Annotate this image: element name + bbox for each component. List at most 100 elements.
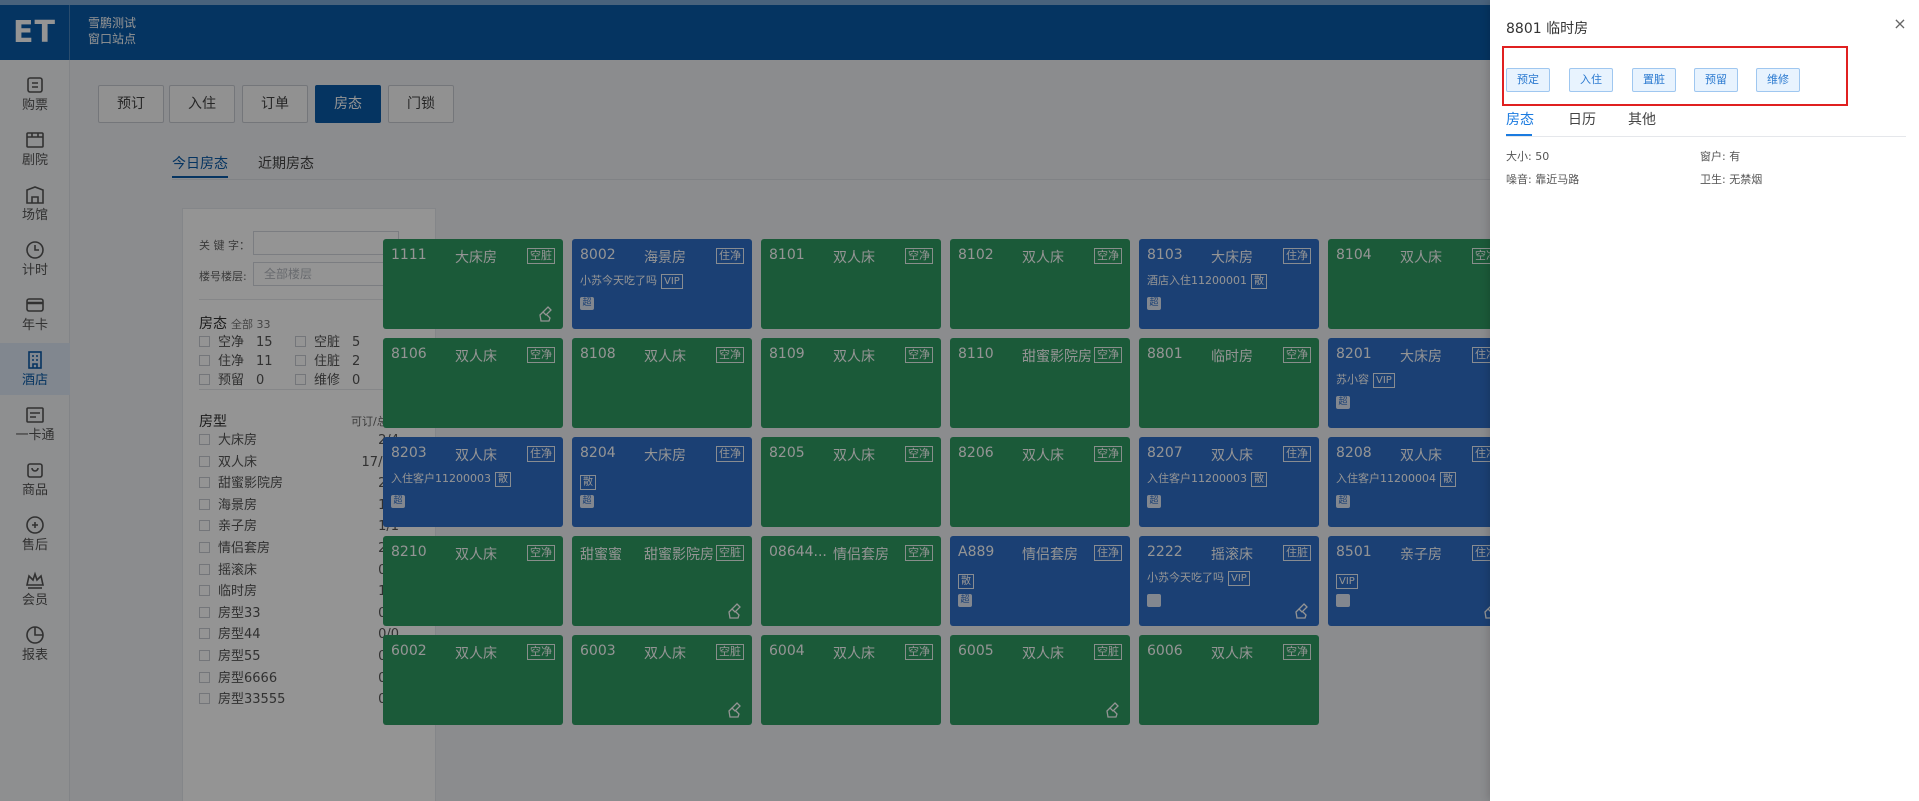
- action-button-4[interactable]: 维修: [1756, 68, 1800, 92]
- status-checkbox[interactable]: 空净 15: [199, 335, 273, 351]
- room-card[interactable]: 8206 双人床 空净: [950, 437, 1130, 527]
- room-card[interactable]: 8203 双人床 住净 入住客户11200003 散超: [383, 437, 563, 527]
- room-card[interactable]: 8204 大床房 住净散超: [572, 437, 752, 527]
- checkbox-box[interactable]: [295, 355, 306, 366]
- checkbox-box[interactable]: [199, 606, 210, 618]
- room-card[interactable]: A889 情侣套房 住净散超: [950, 536, 1130, 626]
- room-card[interactable]: 1111 大床房 空脏: [383, 239, 563, 329]
- guest-info: 小苏今天吃了吗 VIP: [1147, 569, 1250, 586]
- status-checkbox[interactable]: 住脏 2: [295, 354, 360, 370]
- sidebar-item-7[interactable]: 商品: [0, 453, 70, 505]
- checkbox-box[interactable]: [199, 355, 210, 366]
- room-card[interactable]: 8108 双人床 空净: [572, 338, 752, 428]
- room-card[interactable]: 8109 双人床 空净: [761, 338, 941, 428]
- room-card[interactable]: 8101 双人床 空净: [761, 239, 941, 329]
- room-type: 双人床: [644, 349, 686, 365]
- room-card[interactable]: 8106 双人床 空净: [383, 338, 563, 428]
- room-card[interactable]: 8801 临时房 空净: [1139, 338, 1319, 428]
- sidebar-item-0[interactable]: 购票: [0, 68, 70, 120]
- close-icon[interactable]: ×: [1893, 14, 1907, 33]
- venue-icon: [24, 184, 46, 206]
- checkbox-box[interactable]: [199, 585, 210, 597]
- drawer-tab-other[interactable]: 其他: [1628, 112, 1656, 128]
- room-card[interactable]: 8501 亲子房 住净 VIP: [1328, 536, 1508, 626]
- guest-name: 入住客户11200003: [391, 472, 491, 485]
- tab-recent[interactable]: 近期房态: [258, 156, 314, 172]
- status-badge: 空净: [1283, 644, 1311, 660]
- status-badge: 空脏: [1094, 644, 1122, 660]
- room-card[interactable]: 6003 双人床 空脏: [572, 635, 752, 725]
- floor-select[interactable]: 全部楼层 ⌄: [253, 262, 399, 286]
- guest-tag: 散: [495, 472, 511, 487]
- room-card[interactable]: 8207 双人床 住净 入住客户11200003 散超: [1139, 437, 1319, 527]
- status-badge: 住净: [1094, 545, 1122, 561]
- modal-overlay[interactable]: [0, 0, 1490, 801]
- room-card[interactable]: 8103 大床房 住净 酒店入住11200001 散超: [1139, 239, 1319, 329]
- room-card[interactable]: 2222 摇滚床 住脏 小苏今天吃了吗 VIP: [1139, 536, 1319, 626]
- shopping-bag-icon: [24, 459, 46, 481]
- floor-label: 楼号楼层:: [199, 270, 247, 283]
- toolbar-button-1[interactable]: 入住: [169, 85, 235, 123]
- sidebar-item-3[interactable]: 计时: [0, 233, 70, 285]
- drawer-tab-calendar[interactable]: 日历: [1568, 112, 1596, 128]
- status-checkbox[interactable]: 空脏 5: [295, 335, 360, 351]
- room-card[interactable]: 8102 双人床 空净: [950, 239, 1130, 329]
- checkbox-box[interactable]: [199, 336, 210, 347]
- checkbox-box[interactable]: [295, 374, 306, 385]
- checkbox-box[interactable]: [199, 520, 210, 532]
- checkbox-box[interactable]: [199, 563, 210, 575]
- toolbar-button-4[interactable]: 门锁: [388, 85, 454, 123]
- channel-badge: [1147, 594, 1161, 607]
- sidebar-item-1[interactable]: 剧院: [0, 123, 70, 175]
- checkbox-box[interactable]: [295, 336, 306, 347]
- room-card[interactable]: 6006 双人床 空净: [1139, 635, 1319, 725]
- toolbar-button-0[interactable]: 预订: [98, 85, 164, 123]
- sidebar-item-6[interactable]: 一卡通: [0, 398, 70, 450]
- status-checkbox[interactable]: 预留 0: [199, 373, 264, 389]
- room-number: 8110: [958, 346, 994, 362]
- room-card[interactable]: 6002 双人床 空净: [383, 635, 563, 725]
- room-card[interactable]: 8210 双人床 空净: [383, 536, 563, 626]
- checkbox-box[interactable]: [199, 477, 210, 489]
- sidebar-item-2[interactable]: 场馆: [0, 178, 70, 230]
- checkbox-box[interactable]: [199, 671, 210, 683]
- guest-tag: VIP: [1228, 571, 1250, 586]
- checkbox-box[interactable]: [199, 455, 210, 467]
- toolbar-button-3[interactable]: 房态: [315, 85, 381, 123]
- room-card[interactable]: 8205 双人床 空净: [761, 437, 941, 527]
- room-card[interactable]: 甜蜜蜜 甜蜜影院房 空脏: [572, 536, 752, 626]
- keyword-input[interactable]: [253, 231, 399, 255]
- room-card[interactable]: 6004 双人床 空净: [761, 635, 941, 725]
- room-number: 8103: [1147, 247, 1183, 263]
- checkbox-box[interactable]: [199, 693, 210, 705]
- room-card[interactable]: 6005 双人床 空脏: [950, 635, 1130, 725]
- room-card[interactable]: 8110 甜蜜影院房 空净: [950, 338, 1130, 428]
- checkbox-box[interactable]: [199, 650, 210, 661]
- toolbar-button-2[interactable]: 订单: [242, 85, 308, 123]
- sidebar-item-10[interactable]: 报表: [0, 618, 70, 670]
- action-button-1[interactable]: 入住: [1569, 68, 1613, 92]
- action-button-0[interactable]: 预定: [1506, 68, 1550, 92]
- room-card[interactable]: 8201 大床房 住净 苏小容 VIP 超: [1328, 338, 1508, 428]
- sidebar-item-label: 酒店: [21, 373, 48, 388]
- sidebar-item-4[interactable]: 年卡: [0, 288, 70, 340]
- room-card[interactable]: 08644... 情侣套房 空净: [761, 536, 941, 626]
- checkbox-box[interactable]: [199, 628, 210, 640]
- checkbox-box[interactable]: [199, 542, 210, 553]
- checkbox-box[interactable]: [199, 374, 210, 385]
- checkbox-box[interactable]: [199, 434, 210, 445]
- channel-badge: 超: [1336, 396, 1350, 409]
- checkbox-box[interactable]: [199, 498, 210, 510]
- status-checkbox[interactable]: 维修 0: [295, 373, 360, 389]
- sidebar-item-9[interactable]: 会员: [0, 563, 70, 615]
- drawer-tab-status[interactable]: 房态: [1506, 112, 1534, 128]
- room-card[interactable]: 8002 海景房 住净 小苏今天吃了吗 VIP 超: [572, 239, 752, 329]
- action-button-2[interactable]: 置脏: [1632, 68, 1676, 92]
- room-card[interactable]: 8104 双人床 空净: [1328, 239, 1508, 329]
- status-checkbox[interactable]: 住净 11: [199, 354, 273, 370]
- roomtype-title: 房型: [199, 414, 227, 430]
- tab-today[interactable]: 今日房态: [172, 152, 228, 178]
- sidebar-item-8[interactable]: 售后: [0, 508, 70, 560]
- action-button-3[interactable]: 预留: [1694, 68, 1738, 92]
- sidebar-item-5[interactable]: 酒店: [0, 343, 70, 395]
